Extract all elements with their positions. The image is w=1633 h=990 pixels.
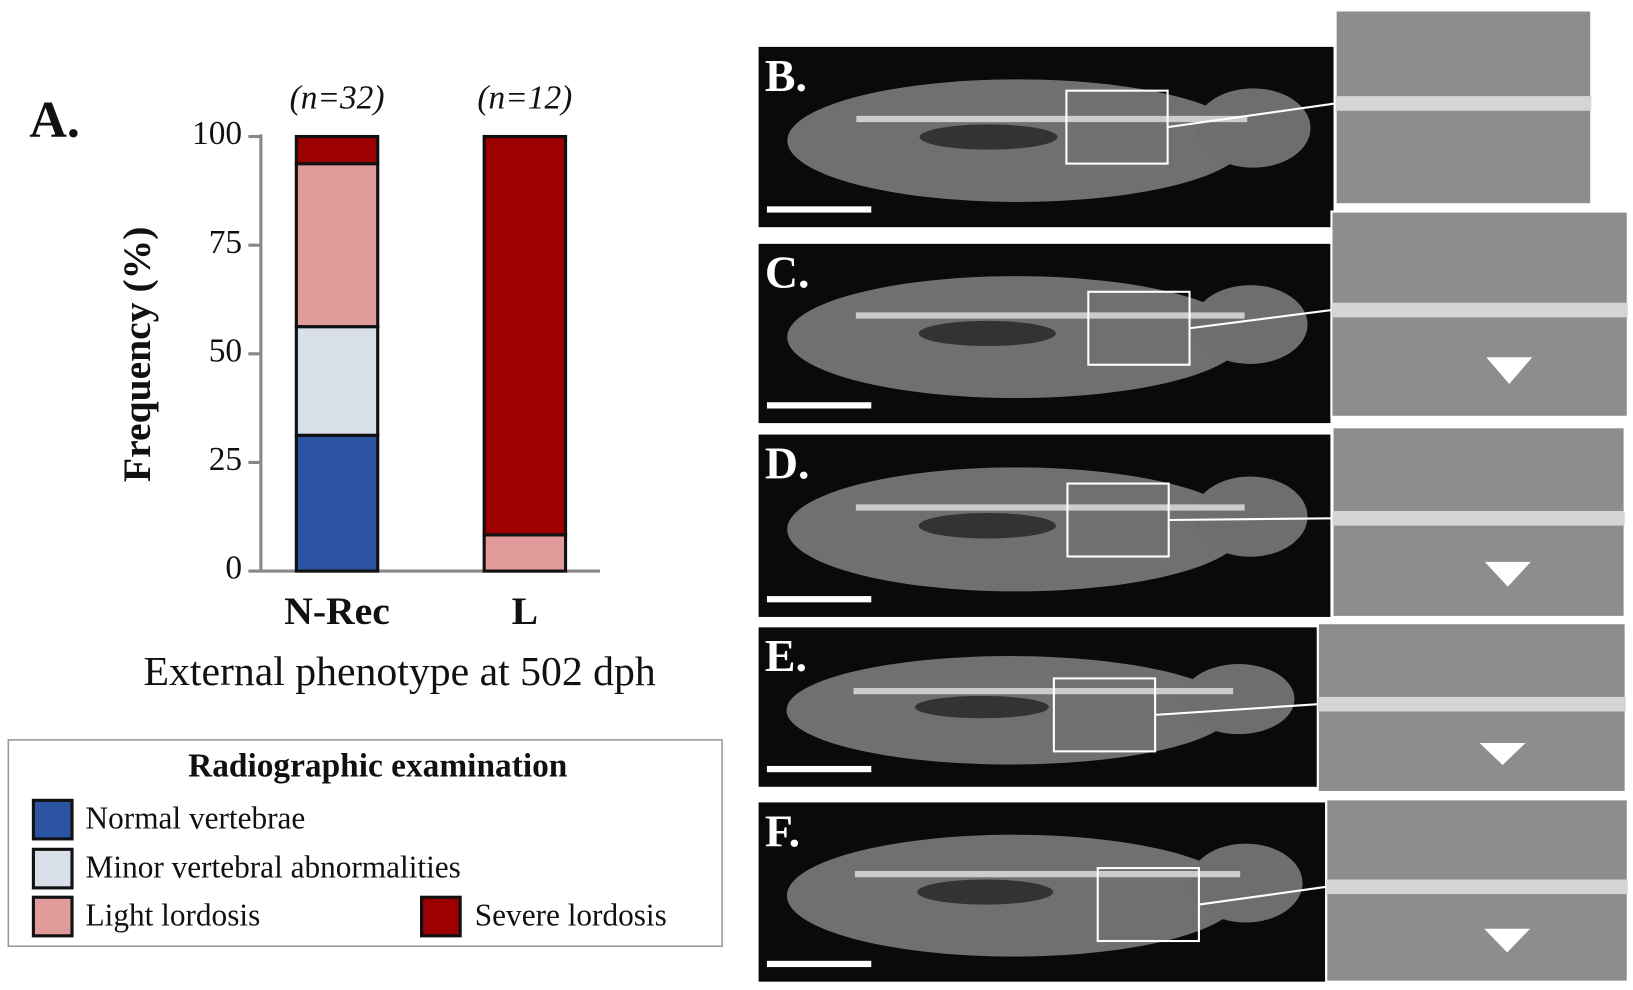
legend-label: Normal vertebrae	[86, 800, 306, 835]
x-axis-label: External phenotype at 502 dph	[144, 649, 656, 695]
fish-tail	[1195, 88, 1311, 168]
y-tick-label: 25	[209, 441, 242, 478]
panel-label: E.	[765, 630, 807, 681]
connector	[1155, 703, 1318, 716]
legend-swatch	[31, 895, 74, 938]
scale-bar	[766, 596, 872, 603]
fish-tail	[1189, 843, 1303, 923]
legend-label: Light lordosis	[86, 897, 261, 932]
connector	[1198, 885, 1327, 906]
panel-label: A.	[29, 92, 80, 149]
y-tick-label: 75	[209, 224, 242, 261]
bar-segment	[294, 325, 380, 437]
scale-bar	[766, 765, 872, 773]
swim-bladder	[917, 879, 1054, 905]
swim-bladder	[919, 124, 1058, 150]
bar-segment	[294, 433, 380, 573]
x-tick-label: L	[512, 589, 538, 633]
y-axis-label: Frequency (%)	[115, 227, 159, 482]
legend-label: Severe lordosis	[475, 897, 667, 932]
bar-segment	[294, 162, 380, 329]
annotation: (n=32)	[290, 80, 385, 117]
panel-label: D.	[765, 437, 810, 488]
bar-segment	[482, 134, 568, 537]
scale-bar	[766, 402, 872, 409]
y-tick-label: 50	[209, 332, 242, 369]
panel-label: C.	[765, 247, 810, 298]
arrow	[1484, 928, 1531, 953]
scale-bar	[766, 960, 872, 968]
swim-bladder	[918, 512, 1056, 539]
fish-tail	[1182, 664, 1295, 735]
connector	[1167, 102, 1336, 129]
legend-box	[7, 739, 723, 948]
fish-tail	[1193, 476, 1308, 557]
scale-bar	[766, 206, 872, 213]
connector	[1189, 309, 1332, 330]
legend-title: Radiographic examination	[188, 748, 568, 785]
legend-label: Minor vertebral abnormalities	[86, 849, 461, 884]
y-tick-label: 100	[192, 115, 242, 152]
bar-segment	[294, 134, 380, 166]
x-tick-label: N-Rec	[284, 589, 390, 633]
swim-bladder	[914, 695, 1049, 719]
panel-label: F.	[765, 805, 800, 856]
swim-bladder	[918, 320, 1056, 347]
annotation: (n=12)	[477, 80, 572, 117]
legend-swatch	[31, 798, 74, 841]
panel-label: B.	[765, 50, 807, 101]
arrow	[1486, 357, 1533, 384]
y-tick-label: 0	[225, 550, 242, 587]
bar-segment	[482, 533, 568, 573]
legend-swatch	[419, 895, 462, 938]
arrow	[1479, 743, 1526, 765]
legend-swatch	[31, 847, 74, 890]
arrow	[1484, 561, 1531, 587]
connector	[1168, 517, 1333, 522]
fish-tail	[1193, 285, 1308, 364]
